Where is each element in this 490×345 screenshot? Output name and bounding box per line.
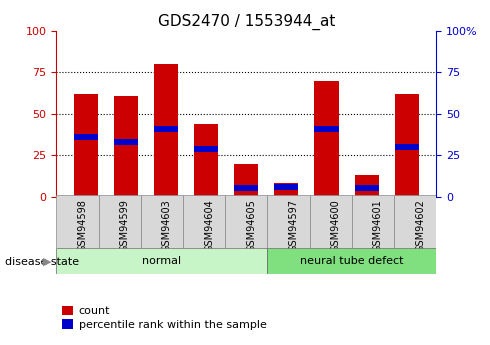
Bar <box>225 195 268 248</box>
Bar <box>56 195 98 248</box>
Bar <box>194 146 218 151</box>
Text: GSM94601: GSM94601 <box>373 199 383 252</box>
Text: GSM94605: GSM94605 <box>246 199 256 252</box>
Bar <box>114 139 138 145</box>
Text: GSM94604: GSM94604 <box>204 199 214 252</box>
Bar <box>315 126 339 132</box>
Bar <box>154 64 178 197</box>
Bar <box>74 134 98 140</box>
Bar <box>355 175 379 197</box>
Text: GSM94603: GSM94603 <box>162 199 172 252</box>
Text: GSM94602: GSM94602 <box>415 199 425 252</box>
Bar <box>310 195 352 248</box>
Bar <box>394 195 436 248</box>
Title: GDS2470 / 1553944_at: GDS2470 / 1553944_at <box>158 13 335 30</box>
Text: ▶: ▶ <box>43 257 51 266</box>
Bar <box>395 94 419 197</box>
Text: GSM94597: GSM94597 <box>289 199 298 252</box>
Bar <box>352 195 394 248</box>
Bar <box>74 94 98 197</box>
Bar <box>154 126 178 132</box>
Bar <box>315 81 339 197</box>
Bar <box>114 96 138 197</box>
Bar <box>194 124 218 197</box>
Bar <box>98 195 141 248</box>
Bar <box>355 186 379 191</box>
Text: GSM94600: GSM94600 <box>331 199 341 252</box>
Text: disease state: disease state <box>5 257 79 266</box>
Bar <box>234 164 258 197</box>
Bar <box>274 184 298 190</box>
Text: GSM94599: GSM94599 <box>120 199 130 252</box>
Bar <box>268 248 436 274</box>
Bar <box>141 195 183 248</box>
Text: neural tube defect: neural tube defect <box>300 256 403 266</box>
Bar <box>268 195 310 248</box>
Bar <box>234 186 258 191</box>
Bar <box>274 184 298 197</box>
Bar <box>395 144 419 150</box>
Text: normal: normal <box>142 256 181 266</box>
Legend: count, percentile rank within the sample: count, percentile rank within the sample <box>62 306 267 330</box>
Text: GSM94598: GSM94598 <box>77 199 87 252</box>
Bar <box>183 195 225 248</box>
Bar <box>56 248 268 274</box>
